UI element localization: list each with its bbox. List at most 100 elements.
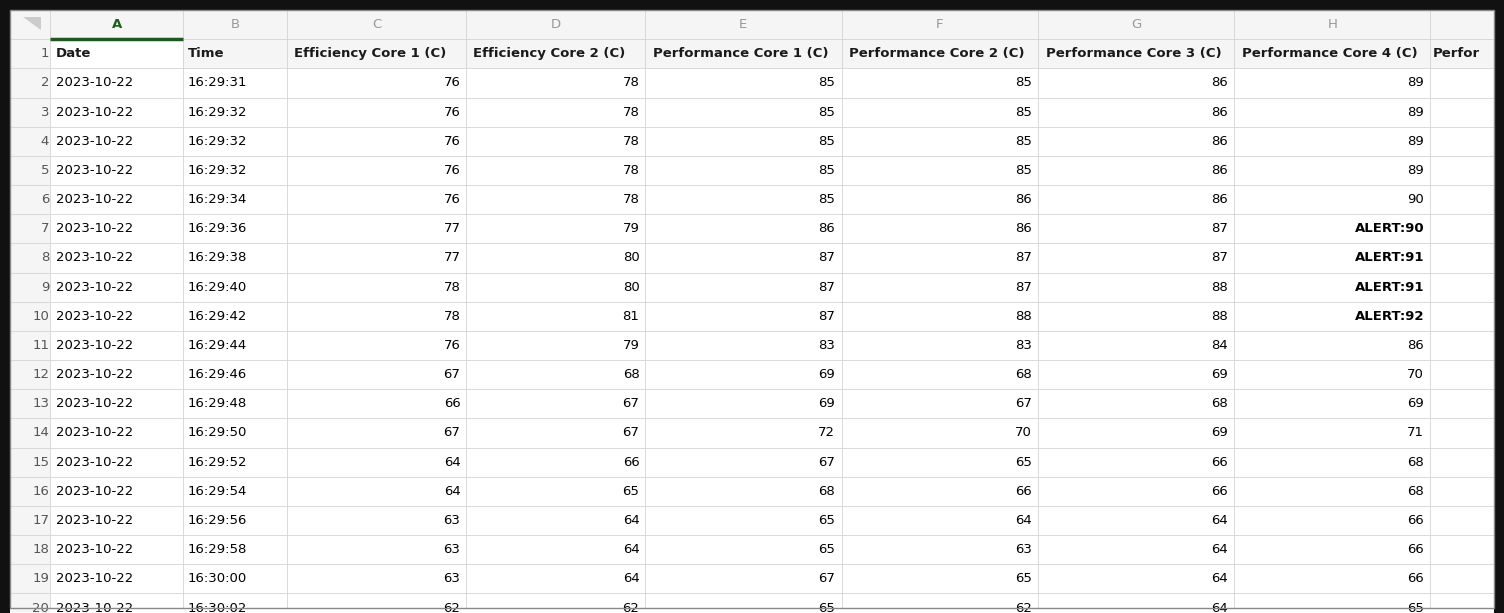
Bar (51, 331, 183, 360)
Text: 78: 78 (444, 281, 460, 294)
Bar (842, 243, 1038, 273)
Bar (1235, 214, 1430, 243)
Text: 16:29:54: 16:29:54 (188, 485, 247, 498)
Text: 70: 70 (1015, 427, 1032, 440)
Bar (645, 535, 842, 564)
Bar (183, 185, 287, 214)
Text: ALERT:91: ALERT:91 (1355, 281, 1424, 294)
Bar (11, 419, 51, 447)
Text: 65: 65 (1015, 455, 1032, 469)
Text: 19: 19 (32, 573, 50, 585)
Bar (51, 360, 183, 389)
Text: 76: 76 (444, 193, 460, 206)
Bar (645, 360, 842, 389)
Text: 16:29:44: 16:29:44 (188, 339, 247, 352)
Bar (466, 360, 645, 389)
Text: 86: 86 (1211, 164, 1227, 177)
Text: 62: 62 (1015, 601, 1032, 613)
Bar (287, 10, 466, 39)
Text: 89: 89 (1408, 77, 1424, 89)
Bar (183, 39, 287, 68)
Text: 2023-10-22: 2023-10-22 (56, 368, 132, 381)
Bar (1038, 302, 1235, 331)
Bar (183, 477, 287, 506)
Text: 66: 66 (1408, 514, 1424, 527)
Text: 64: 64 (1211, 514, 1227, 527)
Text: ALERT:91: ALERT:91 (1355, 251, 1424, 264)
Bar (466, 447, 645, 477)
Bar (183, 564, 287, 593)
Bar (842, 39, 1038, 68)
Text: 67: 67 (444, 368, 460, 381)
Bar (1235, 331, 1430, 360)
Bar (1430, 214, 1493, 243)
Bar (183, 535, 287, 564)
Bar (183, 419, 287, 447)
Text: 63: 63 (444, 573, 460, 585)
Text: 16:29:32: 16:29:32 (188, 105, 247, 118)
Bar (11, 97, 51, 127)
Text: 16:29:50: 16:29:50 (188, 427, 247, 440)
Bar (11, 477, 51, 506)
Bar (287, 564, 466, 593)
Text: 16:29:42: 16:29:42 (188, 310, 247, 323)
Bar (645, 127, 842, 156)
Text: 64: 64 (1015, 514, 1032, 527)
Text: 69: 69 (818, 368, 835, 381)
Text: 10: 10 (32, 310, 50, 323)
Bar (1038, 68, 1235, 97)
Text: 66: 66 (1408, 573, 1424, 585)
Text: 85: 85 (1015, 105, 1032, 118)
Bar (1038, 273, 1235, 302)
Bar (466, 97, 645, 127)
Text: Efficiency Core 2 (C): Efficiency Core 2 (C) (474, 47, 626, 60)
Text: 16:29:38: 16:29:38 (188, 251, 247, 264)
Bar (1430, 302, 1493, 331)
Bar (51, 214, 183, 243)
Bar (287, 535, 466, 564)
Bar (466, 10, 645, 39)
Bar (842, 506, 1038, 535)
Text: 85: 85 (1015, 135, 1032, 148)
Text: 86: 86 (1408, 339, 1424, 352)
Text: 65: 65 (818, 601, 835, 613)
Text: 69: 69 (818, 397, 835, 410)
Bar (51, 243, 183, 273)
Bar (11, 273, 51, 302)
Bar (1038, 447, 1235, 477)
Bar (466, 389, 645, 419)
Bar (842, 564, 1038, 593)
Bar (842, 273, 1038, 302)
Text: 16:29:32: 16:29:32 (188, 135, 247, 148)
Bar (1235, 97, 1430, 127)
Bar (1235, 68, 1430, 97)
Bar (287, 447, 466, 477)
Text: 80: 80 (623, 281, 639, 294)
Text: 86: 86 (1211, 193, 1227, 206)
Bar (466, 127, 645, 156)
Text: 77: 77 (444, 251, 460, 264)
Bar (11, 564, 51, 593)
Bar (842, 68, 1038, 97)
Bar (645, 419, 842, 447)
Bar (645, 68, 842, 97)
Text: 16:29:40: 16:29:40 (188, 281, 247, 294)
Text: 66: 66 (1015, 485, 1032, 498)
Text: 88: 88 (1015, 310, 1032, 323)
Text: 89: 89 (1408, 135, 1424, 148)
Text: 87: 87 (818, 251, 835, 264)
Text: 65: 65 (1015, 573, 1032, 585)
Text: 64: 64 (444, 485, 460, 498)
Text: 90: 90 (1408, 193, 1424, 206)
Text: 79: 79 (623, 339, 639, 352)
Text: 67: 67 (818, 455, 835, 469)
Bar (11, 68, 51, 97)
Text: 16:29:52: 16:29:52 (188, 455, 247, 469)
Bar (1430, 360, 1493, 389)
Text: 2023-10-22: 2023-10-22 (56, 281, 132, 294)
Text: 65: 65 (818, 543, 835, 556)
Text: 5: 5 (41, 164, 50, 177)
Text: D: D (550, 18, 561, 31)
Bar (11, 185, 51, 214)
Bar (842, 302, 1038, 331)
